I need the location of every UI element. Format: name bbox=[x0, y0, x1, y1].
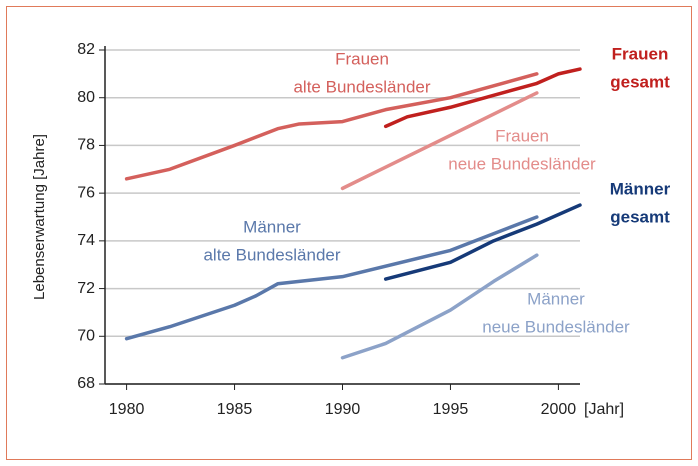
y-tick-label: 78 bbox=[77, 137, 95, 154]
series-label: gesamt bbox=[610, 72, 670, 91]
y-tick-label: 76 bbox=[77, 184, 95, 201]
y-axis-label: Lebenserwartung [Jahre] bbox=[31, 134, 48, 300]
x-axis-label: [Jahr] bbox=[584, 401, 624, 418]
y-tick-label: 82 bbox=[77, 41, 95, 58]
x-tick-label: 1980 bbox=[109, 401, 145, 418]
series-label: Frauen bbox=[612, 44, 669, 63]
y-tick-label: 68 bbox=[77, 375, 95, 392]
y-tick-label: 80 bbox=[77, 89, 95, 106]
series-line bbox=[383, 67, 582, 129]
frame bbox=[6, 6, 692, 460]
series-line bbox=[340, 253, 539, 360]
x-tick-label: 1990 bbox=[325, 401, 361, 418]
x-tick-label: 1985 bbox=[217, 401, 253, 418]
series-label: Männer bbox=[243, 217, 301, 236]
x-tick-label: 1995 bbox=[433, 401, 469, 418]
series-label: alte Bundesländer bbox=[293, 77, 430, 96]
series-line bbox=[340, 91, 539, 191]
series-line bbox=[383, 203, 582, 281]
series-label: Männer bbox=[527, 289, 585, 308]
series-label: alte Bundesländer bbox=[203, 245, 340, 264]
series-label: neue Bundesländer bbox=[482, 317, 630, 336]
y-tick-label: 72 bbox=[77, 280, 95, 297]
x-tick-label: 2000 bbox=[541, 401, 577, 418]
series-label: Männer bbox=[610, 179, 671, 198]
series-label: neue Bundesländer bbox=[448, 154, 596, 173]
series-line bbox=[124, 72, 539, 181]
y-tick-label: 70 bbox=[77, 328, 95, 345]
series-label: Frauen bbox=[335, 49, 389, 68]
series-line bbox=[124, 215, 539, 341]
series-label: Frauen bbox=[495, 126, 549, 145]
series-label: gesamt bbox=[610, 207, 670, 226]
y-tick-label: 74 bbox=[77, 232, 95, 249]
